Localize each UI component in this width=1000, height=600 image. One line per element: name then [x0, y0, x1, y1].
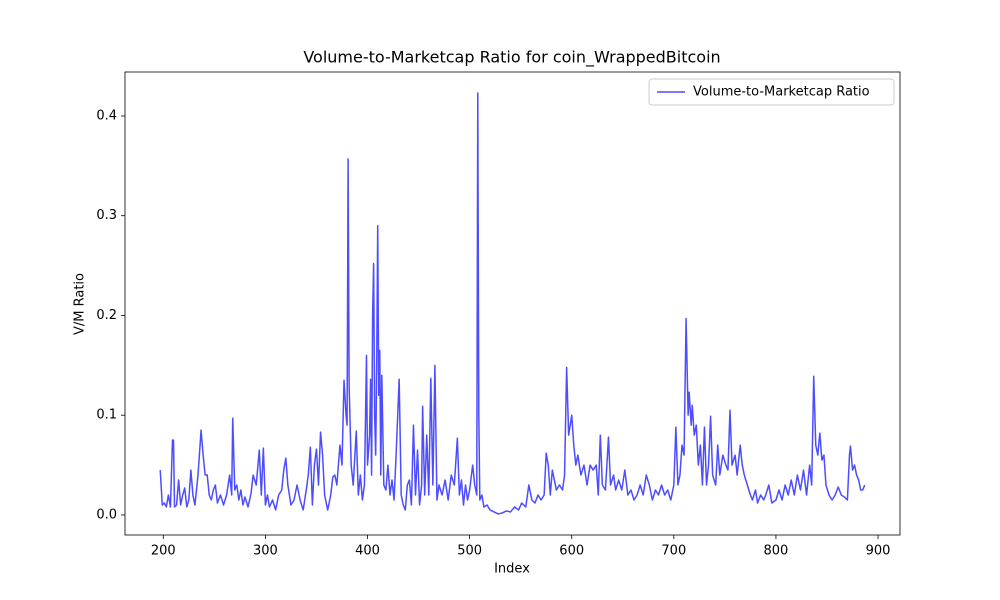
y-tick-label: 0.4: [96, 108, 117, 123]
y-tick-label: 0.3: [96, 208, 117, 223]
y-axis-label: V/M Ratio: [73, 273, 88, 335]
legend-box: [648, 78, 895, 106]
plot-frame: [124, 71, 901, 536]
legend-label: Volume-to-Marketcap Ratio: [693, 85, 870, 100]
x-tick-label: 700: [661, 544, 686, 559]
x-axis-label: Index: [494, 562, 530, 577]
x-tick-label: 300: [253, 544, 278, 559]
x-tick-label: 600: [559, 544, 584, 559]
y-tick-label: 0.1: [96, 408, 117, 423]
x-tick-label: 800: [764, 544, 789, 559]
y-tick-label: 0.0: [96, 507, 117, 522]
y-tick-label: 0.2: [96, 308, 117, 323]
x-tick-label: 500: [457, 544, 482, 559]
x-tick-label: 900: [866, 544, 891, 559]
data-line: [159, 92, 866, 515]
chart-title: Volume-to-Marketcap Ratio for coin_Wrapp…: [303, 48, 720, 68]
x-tick-label: 200: [151, 544, 176, 559]
x-tick-label: 400: [355, 544, 380, 559]
